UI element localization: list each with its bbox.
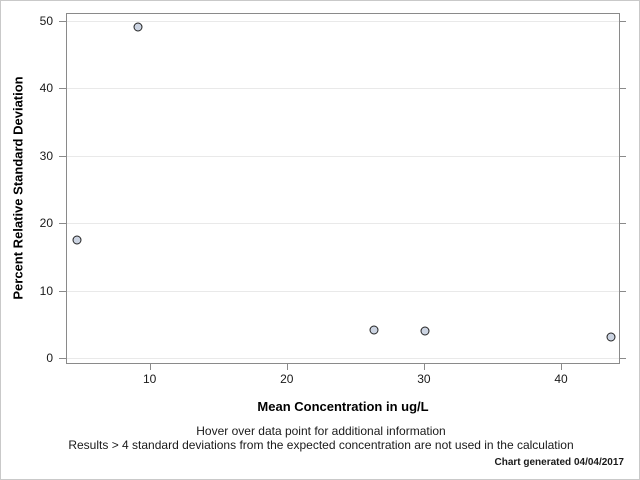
x-tick-label: 10 [142, 372, 157, 386]
data-point[interactable] [369, 325, 379, 335]
y-gridline [67, 155, 619, 157]
x-axis-tick [286, 364, 288, 370]
y-tick-label: 20 [39, 216, 53, 231]
x-tick-label: 20 [280, 372, 294, 386]
y-axis-tick [59, 155, 66, 157]
y-gridline [67, 290, 619, 292]
y-axis-tick [620, 88, 626, 90]
y-gridline [67, 223, 619, 225]
x-axis-title: Mean Concentration in ug/L [257, 399, 429, 414]
footnote-exclusion-rule: Results > 4 standard deviations from the… [68, 438, 574, 452]
y-axis-tick [620, 223, 626, 225]
y-axis-title: Percent Relative Standard Deviation [10, 76, 26, 300]
x-axis-tick [561, 364, 563, 370]
y-axis-tick [59, 290, 66, 292]
data-point[interactable] [606, 332, 616, 342]
data-point[interactable] [420, 326, 430, 336]
plot-area [66, 13, 620, 364]
y-axis-tick [59, 357, 66, 359]
y-axis-tick [620, 21, 626, 23]
x-axis-tick [423, 364, 425, 370]
data-point[interactable] [133, 22, 143, 32]
y-tick-label: 50 [39, 14, 53, 29]
y-axis-tick [620, 357, 626, 359]
y-tick-label: 10 [39, 283, 53, 298]
y-axis-tick [59, 88, 66, 90]
y-axis-tick [620, 290, 626, 292]
y-axis-tick [59, 223, 66, 225]
footnote-hover-hint: Hover over data point for additional inf… [196, 424, 446, 438]
y-gridline [67, 357, 619, 359]
chart-generated-date: Chart generated 04/04/2017 [494, 457, 624, 468]
y-gridline [67, 21, 619, 23]
x-tick-label: 40 [554, 372, 568, 386]
x-tick-label: 30 [417, 372, 431, 386]
y-tick-label: 30 [39, 148, 53, 163]
y-gridline [67, 88, 619, 90]
y-tick-label: 0 [46, 350, 53, 365]
y-axis-tick [59, 21, 66, 23]
x-axis-tick [149, 364, 151, 370]
y-axis-tick [620, 155, 626, 157]
data-point[interactable] [72, 235, 82, 245]
y-tick-label: 40 [39, 81, 53, 96]
